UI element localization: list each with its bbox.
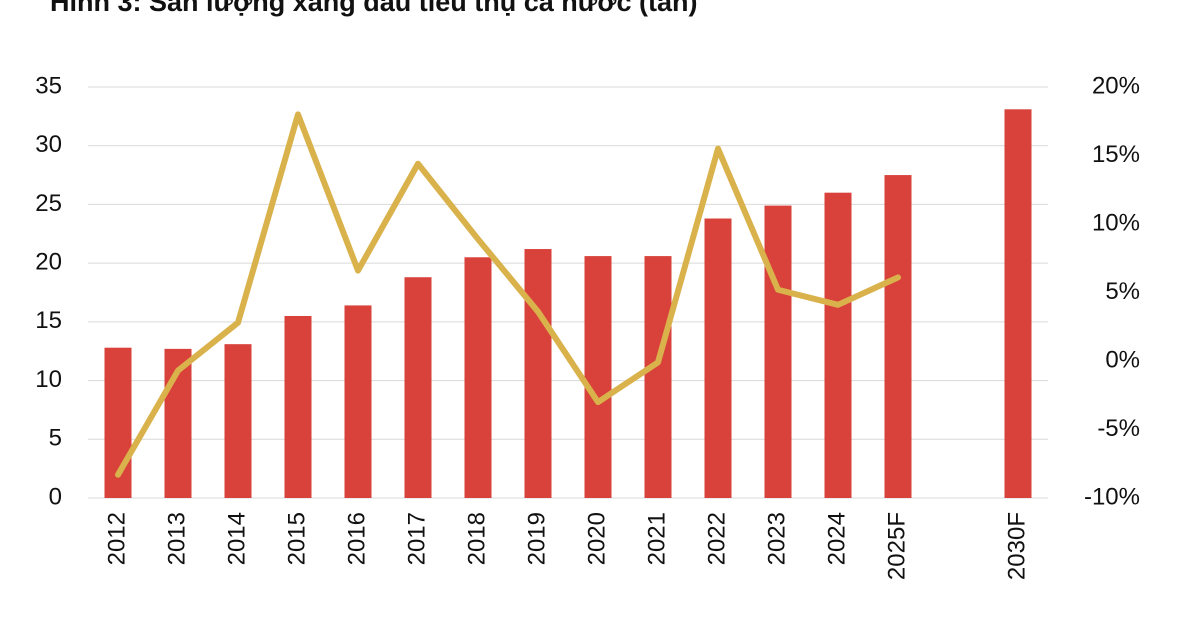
y2-tick-label: 10% — [1092, 209, 1140, 236]
x-tick-label: 2020 — [583, 512, 610, 565]
y2-tick-label: 15% — [1092, 141, 1140, 168]
bar — [644, 256, 672, 498]
y2-tick-label: -5% — [1097, 415, 1140, 442]
chart-title: Hình 3: Sản lượng xăng dầu tiêu thụ cả n… — [50, 0, 698, 17]
y-tick-label: 5 — [49, 425, 62, 452]
bar — [764, 205, 792, 499]
y-tick-label: 30 — [35, 131, 62, 158]
y-tick-label: 0 — [49, 483, 62, 510]
bar — [884, 175, 912, 499]
x-tick-label: 2012 — [103, 512, 130, 565]
x-tick-label: 2023 — [763, 512, 790, 565]
bar — [704, 218, 732, 498]
y2-tick-label: 20% — [1092, 72, 1140, 99]
y-tick-label: 10 — [35, 366, 62, 393]
y-tick-label: 25 — [35, 190, 62, 217]
x-tick-label: 2013 — [163, 512, 190, 565]
x-tick-label: 2021 — [643, 512, 670, 565]
x-tick-label: 2024 — [823, 512, 850, 565]
x-tick-label: 2018 — [463, 512, 490, 565]
x-tick-label: 2022 — [703, 512, 730, 565]
bar — [824, 192, 852, 498]
y2-tick-label: 0% — [1105, 346, 1140, 373]
x-tick-label: 2014 — [223, 512, 250, 565]
bar — [284, 315, 312, 498]
bar — [1004, 109, 1032, 498]
y2-tick-label: -10% — [1084, 483, 1140, 510]
bar — [584, 256, 612, 498]
y-tick-label: 20 — [35, 248, 62, 275]
x-tick-label: 2019 — [523, 512, 550, 565]
bar — [464, 257, 492, 498]
x-tick-label: 2016 — [343, 512, 370, 565]
bar — [224, 344, 252, 498]
x-tick-label: 2017 — [403, 512, 430, 565]
bar — [404, 277, 432, 498]
x-tick-label: 2015 — [283, 512, 310, 565]
y-tick-label: 35 — [35, 72, 62, 99]
line — [115, 111, 901, 478]
x-tick-label: 2025F — [883, 512, 910, 580]
bar — [524, 249, 552, 498]
y-tick-label: 15 — [35, 307, 62, 334]
y2-tick-label: 5% — [1105, 278, 1140, 305]
bar — [344, 305, 372, 498]
x-tick-label: 2030F — [1003, 512, 1030, 580]
